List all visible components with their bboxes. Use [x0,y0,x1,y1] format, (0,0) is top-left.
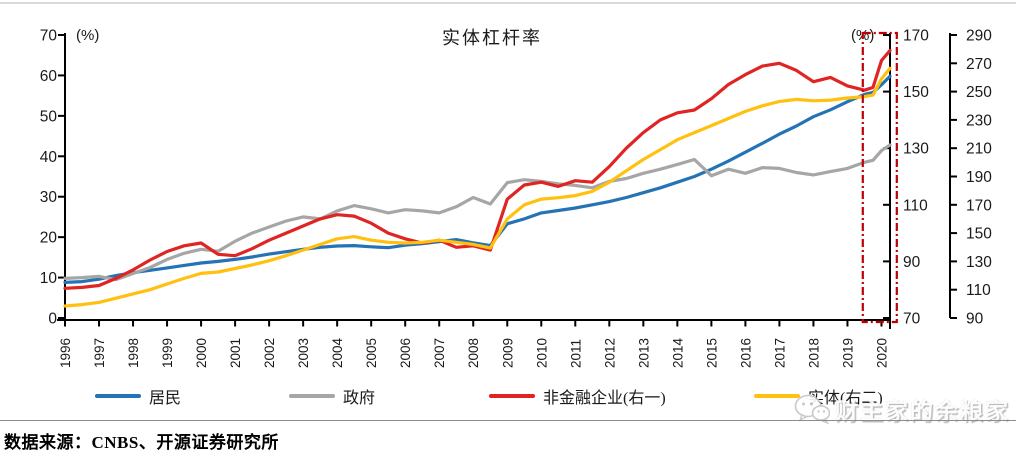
svg-text:2000: 2000 [194,338,209,368]
legend-swatch-nonfinancial [489,394,535,398]
svg-text:90: 90 [903,254,921,271]
legend-item-real-economy: 实体(右二) [754,386,883,407]
svg-text:2019: 2019 [840,338,855,368]
svg-text:60: 60 [40,68,58,85]
top-border [0,2,1016,4]
legend-item-nonfinancial: 非金融企业(右一) [489,386,666,407]
svg-text:0: 0 [48,311,57,328]
svg-text:150: 150 [903,84,929,101]
svg-text:30: 30 [40,189,58,206]
svg-text:2007: 2007 [432,338,447,368]
chart-title: 实体杠杆率 [442,28,542,48]
legend-label-nonfinancial: 非金融企业(右一) [543,390,666,407]
svg-text:1998: 1998 [126,338,141,368]
left-axis-unit: (%) [76,27,100,44]
svg-text:2011: 2011 [568,339,583,368]
leverage-line-chart: 7060504030201001701501301109070290270250… [40,28,992,369]
source-note: 数据来源：CNBS、开源证券研究所 [4,428,279,453]
source-text: CNBS、开源证券研究所 [91,433,279,452]
legend-item-residents: 居民 [95,386,182,407]
svg-text:2012: 2012 [602,338,617,368]
legend-label-government: 政府 [343,390,376,407]
svg-text:2010: 2010 [534,338,549,368]
svg-text:2006: 2006 [398,338,413,368]
svg-text:190: 190 [966,169,992,186]
svg-text:40: 40 [40,149,58,166]
svg-text:110: 110 [966,282,991,299]
footer-divider [0,420,1016,421]
svg-text:230: 230 [966,112,992,129]
svg-text:250: 250 [966,84,992,101]
svg-text:290: 290 [966,28,992,45]
svg-text:2015: 2015 [704,338,719,368]
svg-text:10: 10 [40,270,58,287]
svg-text:2017: 2017 [772,338,787,368]
chart-legend: 居民 政府 非金融企业(右一) 实体(右二) [0,386,1016,408]
svg-text:2005: 2005 [364,338,379,368]
svg-text:1999: 1999 [160,338,175,368]
svg-text:2016: 2016 [738,338,753,368]
svg-text:130: 130 [966,254,992,271]
svg-text:2020: 2020 [874,338,889,368]
svg-text:150: 150 [966,226,992,243]
svg-text:70: 70 [903,311,921,328]
svg-text:2009: 2009 [500,338,515,368]
svg-text:270: 270 [966,56,992,73]
svg-text:2003: 2003 [296,338,311,368]
svg-text:2018: 2018 [806,338,821,368]
svg-text:50: 50 [40,108,58,125]
svg-text:210: 210 [966,141,992,158]
svg-text:170: 170 [966,197,992,214]
svg-text:2004: 2004 [330,337,345,368]
svg-text:90: 90 [966,311,984,328]
svg-text:2008: 2008 [466,338,481,368]
svg-text:2002: 2002 [262,338,277,368]
svg-text:110: 110 [903,197,928,214]
source-label: 数据来源： [4,433,92,452]
svg-text:1997: 1997 [92,338,107,368]
legend-label-residents: 居民 [149,390,182,407]
svg-text:2013: 2013 [636,338,651,368]
svg-text:1996: 1996 [58,338,73,368]
legend-swatch-real-economy [754,394,800,398]
svg-text:130: 130 [903,141,929,158]
svg-text:20: 20 [40,230,58,247]
legend-item-government: 政府 [289,386,376,407]
legend-swatch-government [289,394,335,398]
svg-text:2001: 2001 [228,338,243,368]
svg-text:70: 70 [40,28,58,45]
svg-text:2014: 2014 [670,337,685,368]
legend-label-real-economy: 实体(右二) [808,390,883,407]
legend-swatch-residents [95,394,141,398]
svg-text:170: 170 [903,28,929,45]
